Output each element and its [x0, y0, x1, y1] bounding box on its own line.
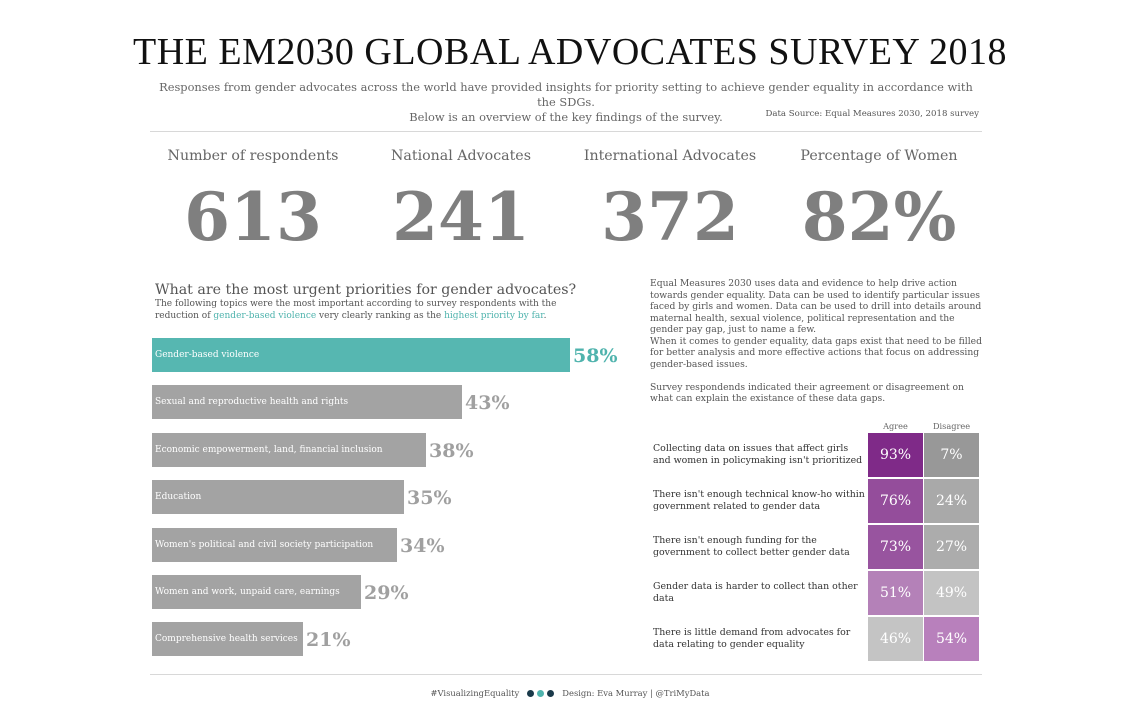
- subtitle-line-2: Below is an overview of the key findings…: [409, 110, 723, 124]
- bar: Women's political and civil society part…: [152, 528, 397, 562]
- column-header-agree: Agree: [883, 421, 908, 431]
- bar-label: Women and work, unpaid care, earnings: [155, 587, 340, 597]
- agree-cell: 93%: [868, 433, 923, 477]
- highlight-highest-priority: highest priority by far: [444, 311, 544, 321]
- divider-bottom: [150, 674, 982, 675]
- bar: Women and work, unpaid care, earnings: [152, 575, 361, 609]
- bar-label: Women's political and civil society part…: [155, 540, 374, 550]
- kpi-value: 82%: [801, 178, 957, 256]
- kpi-label: Number of respondents: [167, 148, 339, 164]
- kpi-value: 241: [392, 178, 530, 256]
- priorities-subtitle: The following topics were the most impor…: [155, 298, 595, 322]
- priorities-subtitle-text: The following topics were the most impor…: [155, 299, 557, 321]
- bar-value-label: 34%: [400, 535, 445, 557]
- bar-value-label: 35%: [407, 487, 452, 509]
- disagree-cell: 27%: [924, 525, 979, 569]
- bar-label: Comprehensive health services: [155, 634, 298, 644]
- bar-value-label: 38%: [429, 440, 474, 462]
- footer-hashtag: #VisualizingEquality: [430, 688, 520, 698]
- disagree-cell: 7%: [924, 433, 979, 477]
- bar-label: Gender-based violence: [155, 350, 260, 360]
- bar: Economic empowerment, land, financial in…: [152, 433, 426, 467]
- disagree-cell: 54%: [924, 617, 979, 661]
- priorities-title: What are the most urgent priorities for …: [155, 282, 577, 298]
- kpi-value: 372: [601, 178, 739, 256]
- kpi-respondents: Number of respondents 613: [143, 148, 363, 250]
- statement-label: There is little demand from advocates fo…: [653, 627, 851, 650]
- subtitle-line-1: Responses from gender advocates across t…: [159, 80, 973, 109]
- statement-label: Collecting data on issues that affect gi…: [653, 443, 863, 466]
- agree-cell: 73%: [868, 525, 923, 569]
- bar: Gender-based violence: [152, 338, 570, 372]
- bar: Comprehensive health services: [152, 622, 303, 656]
- data-source: Data Source: Equal Measures 2030, 2018 s…: [765, 109, 979, 119]
- agree-cell: 76%: [868, 479, 923, 523]
- description-paragraph: Survey respondends indicated their agree…: [650, 381, 964, 405]
- kpi-national: National Advocates 241: [351, 148, 571, 250]
- bar-value-label: 29%: [364, 582, 409, 604]
- bar-label: Sexual and reproductive health and right…: [155, 397, 349, 407]
- statement-label: Gender data is harder to collect than ot…: [653, 581, 858, 604]
- bar-value-label: 21%: [306, 629, 351, 651]
- bar-label: Education: [155, 492, 202, 502]
- priorities-subtitle-text: very clearly ranking as the: [316, 311, 445, 321]
- footer-dot: [527, 689, 535, 697]
- footer-credit: Design: Eva Murray | @TriMyData: [562, 688, 710, 698]
- statement-label: There isn't enough technical know-ho wit…: [653, 489, 865, 512]
- kpi-women: Percentage of Women 82%: [769, 148, 989, 250]
- bar: Education: [152, 480, 404, 514]
- disagree-cell: 49%: [924, 571, 979, 615]
- page-title: THE EM2030 GLOBAL ADVOCATES SURVEY 2018: [133, 31, 1007, 73]
- disagree-cell: 24%: [924, 479, 979, 523]
- kpi-label: Percentage of Women: [800, 148, 958, 164]
- statement-label: There isn't enough funding for the gover…: [653, 535, 850, 558]
- bar-label: Economic empowerment, land, financial in…: [155, 445, 383, 455]
- bar-value-label: 43%: [465, 392, 510, 414]
- kpi-value: 613: [184, 178, 322, 256]
- description-paragraph: When it comes to gender equality, data g…: [650, 335, 982, 370]
- footer: #VisualizingEquality Design: Eva Murray …: [0, 688, 1140, 698]
- divider-top: [150, 131, 982, 132]
- bar: Sexual and reproductive health and right…: [152, 385, 462, 419]
- agreement-heatmap: [0, 0, 1, 1]
- footer-dots: [527, 689, 555, 697]
- description-paragraph: Equal Measures 2030 uses data and eviden…: [650, 278, 982, 335]
- priorities-bar-chart: Gender-based violence 58% Sexual and repro…: [152, 338, 632, 660]
- footer-dot: [547, 689, 555, 697]
- data-gaps-description: Equal Measures 2030 uses data and eviden…: [650, 278, 985, 405]
- kpi-label: International Advocates: [583, 148, 757, 164]
- highlight-gender-based-violence: gender-based violence: [213, 311, 317, 321]
- kpi-label: National Advocates: [391, 148, 531, 164]
- agree-cell: 51%: [868, 571, 923, 615]
- page-subtitle: Responses from gender advocates across t…: [150, 80, 982, 125]
- bar-value-label: 58%: [573, 345, 618, 367]
- footer-dot: [537, 689, 545, 697]
- agree-cell: 46%: [868, 617, 923, 661]
- column-header-disagree: Disagree: [932, 421, 971, 431]
- priorities-subtitle-text: .: [543, 311, 547, 321]
- kpi-international: International Advocates 372: [560, 148, 780, 250]
